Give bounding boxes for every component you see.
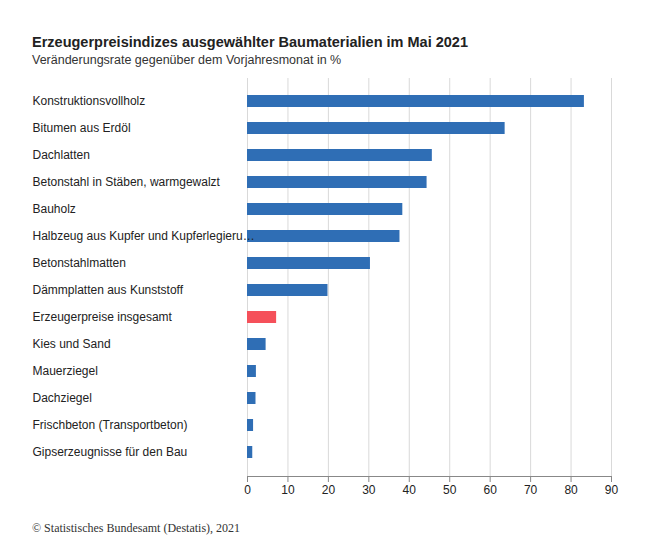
svg-text:30: 30 (362, 483, 376, 497)
svg-text:40: 40 (403, 483, 417, 497)
svg-text:60: 60 (483, 483, 497, 497)
svg-text:Gipserzeugnisse für den Bau: Gipserzeugnisse für den Bau (33, 445, 188, 459)
svg-text:Dämmplatten aus Kunststoff: Dämmplatten aus Kunststoff (33, 283, 184, 297)
svg-text:Erzeugerpreise insgesamt: Erzeugerpreise insgesamt (33, 310, 173, 324)
svg-text:Dachziegel: Dachziegel (33, 391, 92, 405)
svg-text:Halbzeug aus Kupfer und Kupfer: Halbzeug aus Kupfer und Kupferlegieru… (33, 229, 255, 243)
svg-text:Mauerziegel: Mauerziegel (33, 364, 98, 378)
html-text:Erzeugerpreisindizes ausgewähl: Erzeugerpreisindizes ausgewählter Baumat… (32, 34, 468, 50)
svg-text:50: 50 (443, 483, 457, 497)
svg-text:Konstruktionsvollholz: Konstruktionsvollholz (33, 94, 146, 108)
svg-text:70: 70 (524, 483, 538, 497)
svg-text:Kies und Sand: Kies und Sand (33, 337, 111, 351)
svg-text:Frischbeton (Transportbeton): Frischbeton (Transportbeton) (33, 418, 188, 432)
html-text:© Statistisches Bundesamt (Des: © Statistisches Bundesamt (Destatis), 20… (32, 521, 241, 535)
html-text:Veränderungsrate gegenüber dem: Veränderungsrate gegenüber dem Vorjahres… (32, 53, 342, 67)
svg-text:Betonstahlmatten: Betonstahlmatten (33, 256, 126, 270)
svg-text:0: 0 (244, 483, 251, 497)
svg-text:Bauholz: Bauholz (33, 202, 76, 216)
svg-text:10: 10 (281, 483, 295, 497)
svg-text:20: 20 (322, 483, 336, 497)
svg-text:90: 90 (605, 483, 619, 497)
svg-text:Dachlatten: Dachlatten (33, 148, 90, 162)
svg-text:80: 80 (564, 483, 578, 497)
svg-text:Bitumen aus Erdöl: Bitumen aus Erdöl (33, 121, 131, 135)
svg-text:Betonstahl in Stäben, warmgewa: Betonstahl in Stäben, warmgewalzt (33, 175, 221, 189)
